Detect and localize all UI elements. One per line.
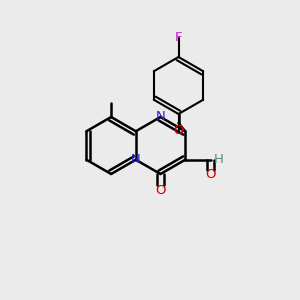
Text: N: N [156, 110, 165, 124]
Text: N: N [131, 153, 141, 166]
Text: O: O [173, 124, 184, 137]
Text: H: H [214, 153, 224, 166]
Text: O: O [206, 168, 216, 181]
Text: F: F [175, 31, 182, 44]
Text: O: O [155, 184, 166, 197]
Text: O: O [174, 124, 183, 137]
Text: F: F [175, 31, 182, 44]
